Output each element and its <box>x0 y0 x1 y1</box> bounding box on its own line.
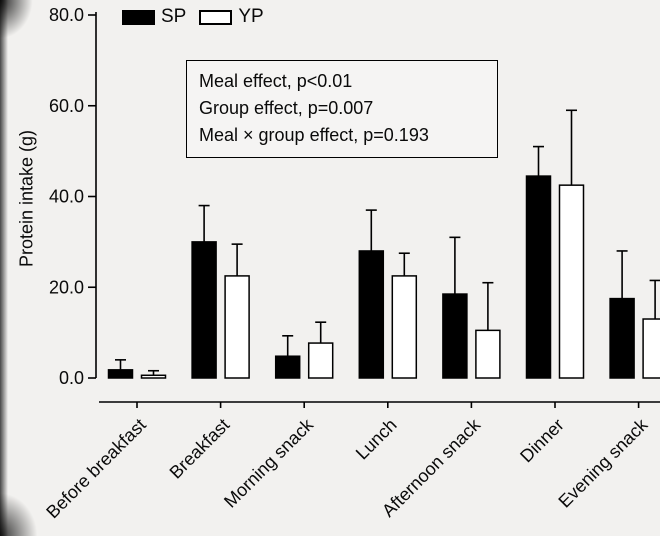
bar-yp <box>307 342 334 379</box>
stats-line-meal-effect: Meal effect, p<0.01 <box>199 71 353 91</box>
x-axis-label: Breakfast <box>166 415 234 483</box>
bar-sp <box>107 369 134 379</box>
legend-item-yp: YP <box>199 6 264 28</box>
x-axis-label: Morning snack <box>220 414 318 512</box>
x-axis-label: Lunch <box>352 415 401 464</box>
bar-yp <box>224 275 250 379</box>
bar-sp <box>191 241 217 379</box>
y-axis-title: Protein intake (g) <box>16 129 37 268</box>
x-axis-label: Before breakfast <box>42 415 150 523</box>
y-tick-label: 80.0 <box>49 5 84 25</box>
bar-yp <box>391 275 418 379</box>
legend-item-sp: SP <box>122 6 186 28</box>
stats-line-group-effect: Group effect, p=0.007 <box>199 98 374 118</box>
bar-sp <box>442 293 468 379</box>
bar-sp <box>609 297 635 379</box>
legend-swatch-yp <box>199 9 233 25</box>
stats-annotation-box: Meal effect, p<0.01 Group effect, p=0.00… <box>186 60 498 158</box>
legend-label-yp: YP <box>238 6 264 27</box>
legend: SP YP <box>122 6 264 28</box>
y-tick-label: 20.0 <box>49 277 84 297</box>
bar-yp <box>558 184 585 379</box>
bar-yp <box>642 318 660 379</box>
stats-line-interaction-effect: Meal × group effect, p=0.193 <box>199 125 429 145</box>
y-tick-label: 0.0 <box>59 368 84 388</box>
bar-yp <box>140 374 167 379</box>
x-axis-label: Evening snack <box>554 414 652 512</box>
legend-label-sp: SP <box>161 6 187 27</box>
bar-sp <box>274 355 301 379</box>
bar-yp <box>475 329 501 379</box>
y-tick-label: 40.0 <box>49 187 84 207</box>
bar-sp <box>358 250 385 379</box>
x-axis-label: Dinner <box>516 415 568 467</box>
bar-sp <box>525 175 552 379</box>
y-tick-label: 60.0 <box>49 96 84 116</box>
legend-swatch-sp <box>122 9 155 25</box>
